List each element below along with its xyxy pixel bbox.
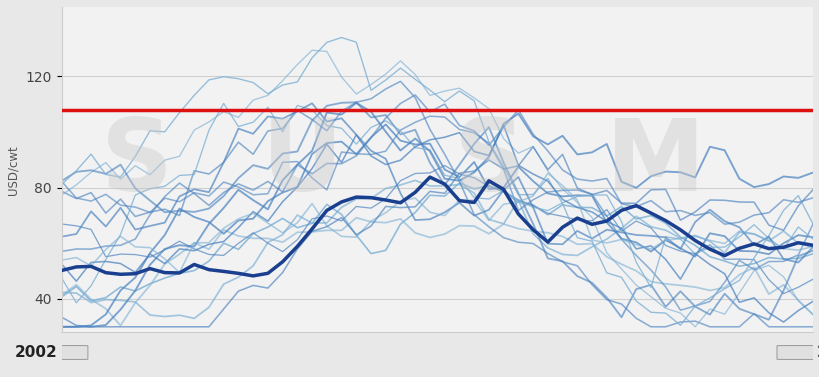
Text: 2002: 2002 xyxy=(15,345,57,360)
Text: S: S xyxy=(101,115,173,211)
Text: S: S xyxy=(454,115,525,211)
Y-axis label: USD/cwt: USD/cwt xyxy=(7,145,20,195)
FancyBboxPatch shape xyxy=(776,346,819,359)
Text: 2019: 2019 xyxy=(817,345,819,360)
Text: U: U xyxy=(261,115,342,211)
FancyBboxPatch shape xyxy=(54,346,88,359)
Text: M: M xyxy=(604,115,704,211)
